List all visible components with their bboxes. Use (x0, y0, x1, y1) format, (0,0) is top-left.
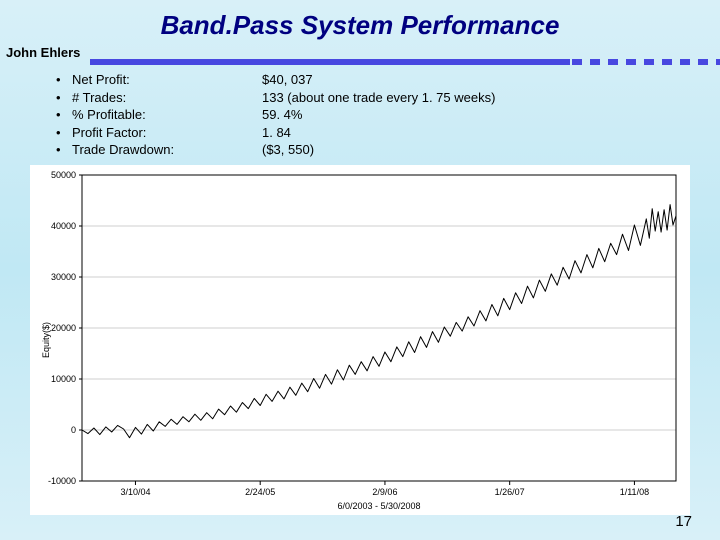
svg-text:50000: 50000 (51, 170, 76, 180)
author-name: John Ehlers (0, 45, 720, 60)
svg-text:1/11/08: 1/11/08 (620, 487, 649, 497)
bullet-dot: • (56, 141, 72, 159)
list-item: • # Trades: 133 (about one trade every 1… (56, 89, 720, 107)
svg-text:10000: 10000 (51, 374, 76, 384)
svg-text:3/10/04: 3/10/04 (120, 487, 150, 497)
list-item: • % Profitable: 59. 4% (56, 106, 720, 124)
metric-label: # Trades: (72, 89, 262, 107)
bullet-dot: • (56, 124, 72, 142)
metric-value: 133 (about one trade every 1. 75 weeks) (262, 89, 495, 107)
svg-text:2/24/05: 2/24/05 (245, 487, 275, 497)
metric-value: ($3, 550) (262, 141, 314, 159)
title-rule (0, 59, 720, 65)
bullet-dot: • (56, 89, 72, 107)
svg-text:20000: 20000 (51, 323, 76, 333)
svg-text:0: 0 (71, 425, 76, 435)
svg-text:30000: 30000 (51, 272, 76, 282)
list-item: • Profit Factor: 1. 84 (56, 124, 720, 142)
metric-label: Net Profit: (72, 71, 262, 89)
metric-value: 1. 84 (262, 124, 291, 142)
metric-label: Trade Drawdown: (72, 141, 262, 159)
chart-y-axis-label: Equity($) (41, 322, 51, 358)
metrics-list: • Net Profit: $40, 037 • # Trades: 133 (… (0, 65, 720, 163)
svg-text:40000: 40000 (51, 221, 76, 231)
list-item: • Trade Drawdown: ($3, 550) (56, 141, 720, 159)
svg-text:-10000: -10000 (48, 476, 76, 486)
svg-text:2/9/06: 2/9/06 (372, 487, 397, 497)
page-title: Band.Pass System Performance (0, 0, 720, 45)
rule-solid (90, 59, 570, 65)
svg-text:6/0/2003 - 5/30/2008: 6/0/2003 - 5/30/2008 (337, 501, 420, 511)
metric-label: % Profitable: (72, 106, 262, 124)
metric-value: 59. 4% (262, 106, 302, 124)
bullet-dot: • (56, 71, 72, 89)
chart-svg: -10000 0 10000 20000 30000 40000 50000 3/10/04 2… (30, 165, 690, 515)
bullet-dot: • (56, 106, 72, 124)
page-number: 17 (675, 513, 692, 530)
list-item: • Net Profit: $40, 037 (56, 71, 720, 89)
rule-dashed (572, 59, 720, 65)
metric-label: Profit Factor: (72, 124, 262, 142)
svg-text:1/26/07: 1/26/07 (495, 487, 525, 497)
metric-value: $40, 037 (262, 71, 313, 89)
equity-chart: Equity($) -10000 0 10000 20000 30000 40000 500… (30, 165, 690, 515)
